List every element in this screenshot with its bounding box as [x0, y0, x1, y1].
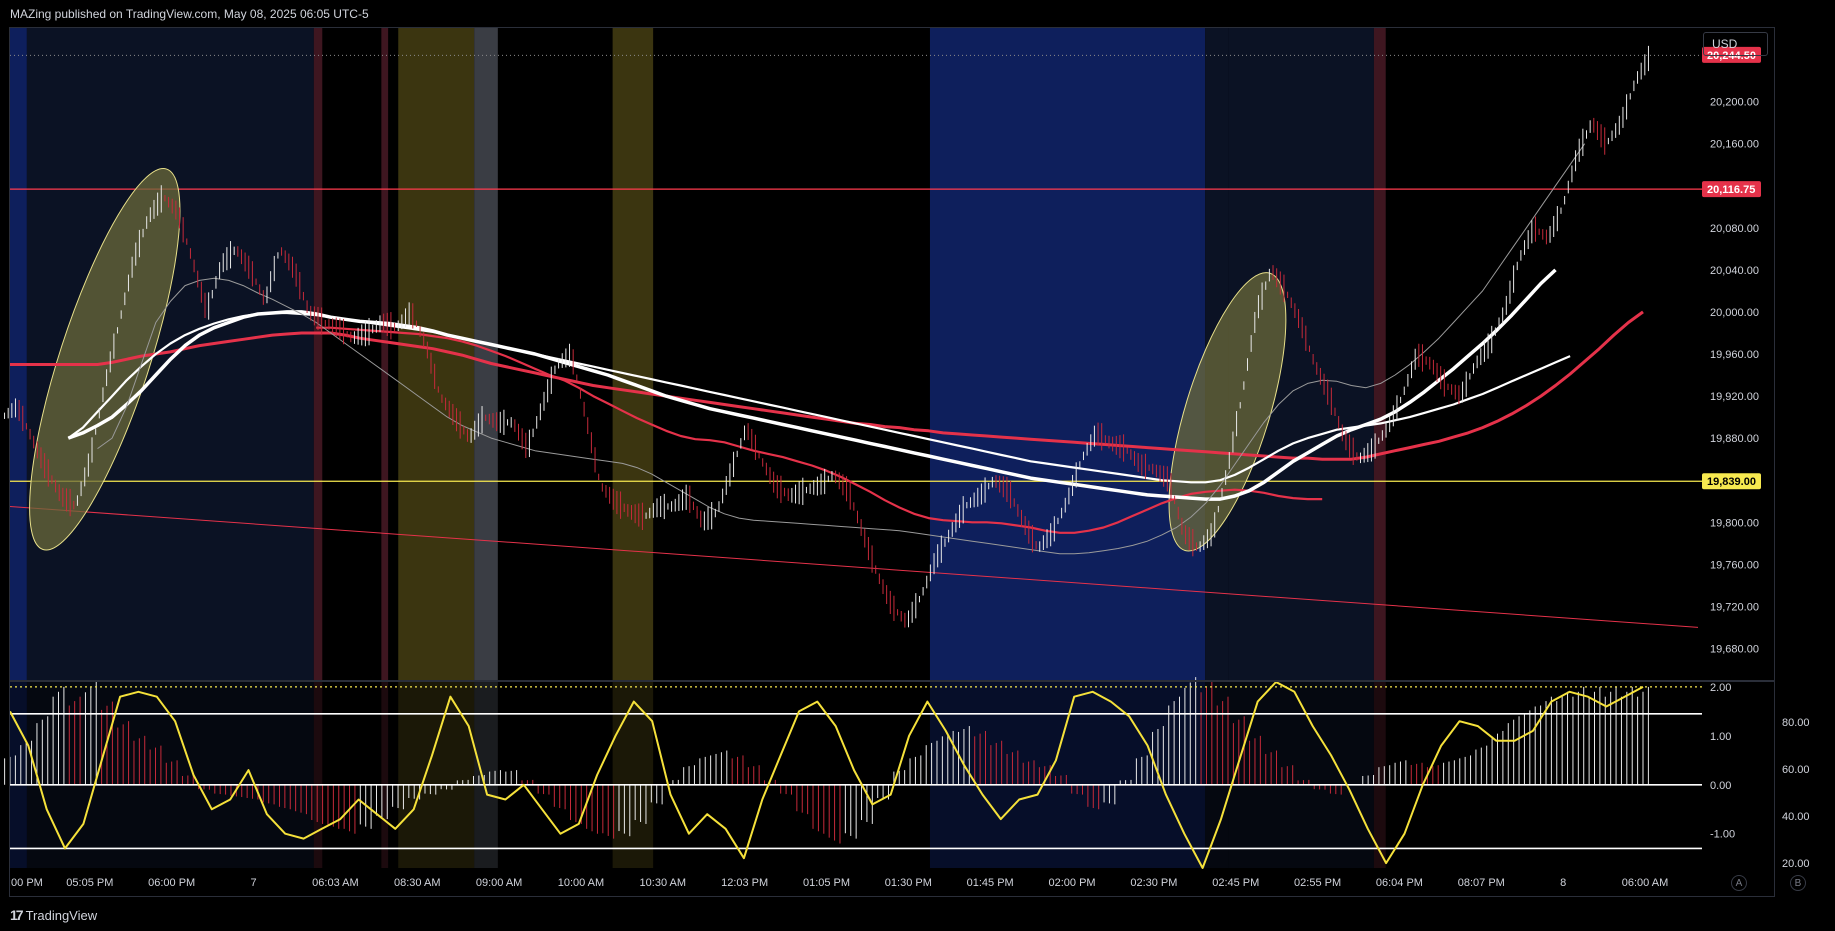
tradingview-logo-icon: 17: [10, 907, 24, 923]
log-scale-button[interactable]: B: [1790, 875, 1806, 891]
time-axis-tick: 8: [1560, 877, 1566, 889]
time-axis-tick: 08:07 PM: [1458, 877, 1505, 889]
session-band: [313, 28, 323, 680]
time-axis-tick: 10:30 AM: [640, 877, 686, 889]
tradingview-logo[interactable]: 17 TradingView: [10, 907, 97, 923]
oscillator-pane[interactable]: [4, 677, 1702, 869]
publish-info: MAZing published on TradingView.com, May…: [10, 7, 369, 21]
price-label: 20,116.75: [1707, 184, 1755, 196]
trendline[interactable]: [9, 505, 1699, 628]
price-pane[interactable]: [0, 45, 1702, 628]
bottom-bar: [0, 897, 1835, 931]
session-band: [474, 682, 498, 868]
time-axis-tick: 02:30 PM: [1130, 877, 1177, 889]
time-axis-tick: :00 PM: [8, 877, 43, 889]
moving-average-line[interactable]: [97, 143, 1586, 555]
session-band: [474, 28, 498, 680]
oscillator-axis-tick: 60.00: [1782, 764, 1810, 776]
price-axis-tick: 19,720.00: [1710, 601, 1759, 613]
price-axis-tick: 20,200.00: [1710, 97, 1759, 109]
price-axis-tick: 20,080.00: [1710, 223, 1759, 235]
brand-name: TradingView: [25, 907, 98, 923]
axes: 20,200.0020,160.0020,120.0020,080.0020,0…: [8, 46, 1810, 889]
oscillator-line[interactable]: [9, 681, 1644, 869]
time-axis-tick: 02:55 PM: [1294, 877, 1341, 889]
time-axis-tick: 06:00 AM: [1622, 877, 1668, 889]
chart-frame: [9, 27, 1775, 897]
top-bar: MAZing published on TradingView.com, May…: [0, 0, 1835, 28]
oscillator-axis-tick: 40.00: [1782, 811, 1810, 823]
price-axis-tick: 19,960.00: [1710, 349, 1759, 361]
time-axis-tick: 01:05 PM: [803, 877, 850, 889]
session-band: [1373, 682, 1386, 868]
oscillator-axis-tick: 20.00: [1782, 858, 1810, 870]
time-axis-tick: 06:04 PM: [1376, 877, 1423, 889]
time-axis-tick: 06:00 PM: [148, 877, 195, 889]
oscillator-axis-tick: 1.00: [1710, 731, 1731, 743]
price-label-bg: [1702, 181, 1761, 198]
session-band: [381, 28, 389, 680]
time-axis-tick: 06:03 AM: [312, 877, 358, 889]
session-band: [612, 682, 654, 868]
auto-scale-button[interactable]: A: [1731, 875, 1747, 891]
price-label: 19,839.00: [1707, 476, 1756, 488]
session-band: [10, 682, 27, 868]
price-axis-tick: 20,160.00: [1710, 139, 1759, 151]
time-axis-tick: 02:00 PM: [1049, 877, 1096, 889]
time-axis-tick: 09:00 AM: [476, 877, 522, 889]
price-axis-tick: 19,800.00: [1710, 517, 1759, 529]
price-axis-tick: 19,880.00: [1710, 433, 1759, 445]
currency-button[interactable]: USD: [1703, 32, 1768, 56]
oscillator-axis-tick: 80.00: [1782, 717, 1810, 729]
oscillator-axis-tick: 2.00: [1710, 682, 1731, 694]
time-axis-tick: 01:30 PM: [885, 877, 932, 889]
price-axis-tick: 20,000.00: [1710, 307, 1759, 319]
moving-average-line[interactable]: [10, 310, 1644, 461]
session-band: [929, 28, 1206, 680]
highlight-ellipse[interactable]: [0, 155, 209, 563]
time-axis-tick: 12:03 PM: [721, 877, 768, 889]
price-label-bg: [1702, 46, 1761, 63]
session-band: [381, 682, 389, 868]
session-band: [1228, 682, 1374, 868]
price-axis-tick: 19,760.00: [1710, 559, 1759, 571]
price-axis-tick: 19,680.00: [1710, 643, 1759, 655]
time-axis-tick: 7: [250, 877, 256, 889]
time-axis-tick: 08:30 AM: [394, 877, 440, 889]
oscillator-axis-tick: -1.00: [1710, 829, 1735, 841]
time-axis-tick: 10:00 AM: [558, 877, 604, 889]
session-band: [313, 682, 323, 868]
price-axis-tick: 19,920.00: [1710, 391, 1759, 403]
price-label-bg: [1702, 473, 1761, 490]
time-axis-tick: 02:45 PM: [1212, 877, 1259, 889]
moving-average-line[interactable]: [67, 311, 1571, 484]
price-axis-tick: 20,040.00: [1710, 265, 1759, 277]
session-band: [612, 28, 654, 680]
oscillator-axis-tick: 0.00: [1710, 780, 1731, 792]
session-band: [10, 28, 27, 680]
session-band: [1373, 28, 1386, 680]
moving-average-line[interactable]: [316, 326, 1323, 534]
time-axis-tick: 01:45 PM: [967, 877, 1014, 889]
time-axis-tick: 05:05 PM: [66, 877, 113, 889]
